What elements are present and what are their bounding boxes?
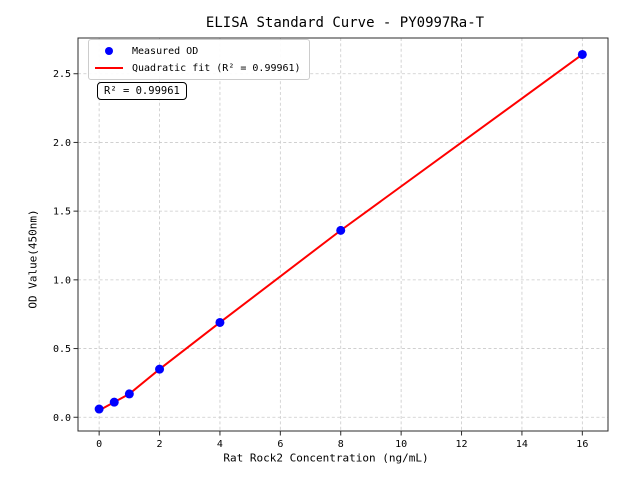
y-tick-label: 2.5: [53, 69, 71, 80]
legend-entry-quadratic-fit: Quadratic fit (R² = 0.99961): [95, 61, 301, 75]
x-tick-label: 4: [217, 439, 223, 450]
line-marker-icon: [95, 67, 123, 69]
x-tick-label: 2: [157, 439, 163, 450]
r-squared-annotation: R² = 0.99961: [97, 82, 187, 100]
data-point: [155, 364, 165, 374]
data-point: [124, 389, 134, 399]
x-tick-label: 12: [456, 439, 468, 450]
legend-entry-measured-od: Measured OD: [95, 44, 301, 58]
x-axis-label: Rat Rock2 Concentration (ng/mL): [223, 451, 429, 465]
scatter-marker-icon: [105, 47, 113, 55]
x-axis-ticks: 0 2 4 6 8 10 12 14 16: [96, 431, 588, 450]
grid-lines: [78, 38, 608, 431]
data-point: [109, 397, 119, 407]
x-tick-label: 16: [576, 439, 588, 450]
x-tick-label: 14: [516, 439, 528, 450]
y-tick-label: 0.5: [53, 344, 71, 355]
legend-marker-area: [95, 47, 123, 55]
legend-label-quadratic-fit: Quadratic fit (R² = 0.99961): [132, 62, 301, 74]
y-tick-label: 0.0: [53, 413, 71, 424]
y-axis-ticks: 0.0 0.5 1.0 1.5 2.0 2.5: [53, 69, 78, 424]
y-tick-label: 1.0: [53, 275, 71, 286]
plot-border: [77, 37, 609, 432]
x-tick-label: 10: [395, 439, 407, 450]
data-point: [577, 49, 587, 59]
y-axis-label: OD Value(450nm): [26, 209, 40, 309]
data-point: [215, 317, 225, 327]
legend-marker-area: [95, 67, 123, 69]
legend-label-measured-od: Measured OD: [132, 45, 199, 57]
data-point: [94, 404, 104, 414]
data-point: [336, 225, 346, 235]
x-tick-label: 0: [96, 439, 102, 450]
y-tick-label: 1.5: [53, 207, 71, 218]
chart-title: ELISA Standard Curve - PY0997Ra-T: [205, 15, 485, 31]
legend: Measured OD Quadratic fit (R² = 0.99961): [88, 39, 310, 80]
x-tick-label: 8: [338, 439, 344, 450]
y-tick-label: 2.0: [53, 138, 71, 149]
x-tick-label: 6: [277, 439, 283, 450]
data-points: [94, 49, 587, 414]
